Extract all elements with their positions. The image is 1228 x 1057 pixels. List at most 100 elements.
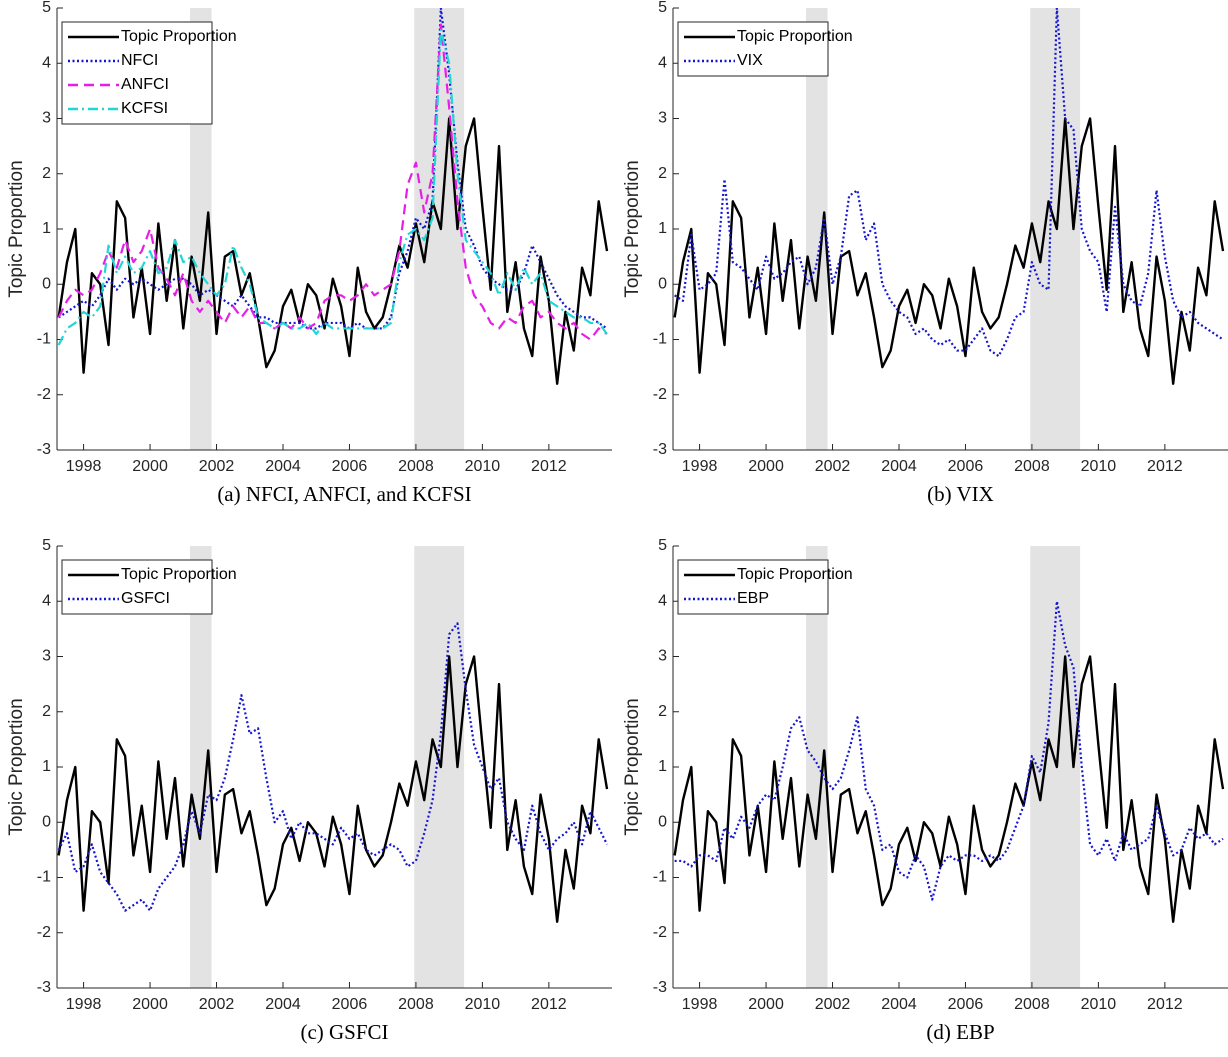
y-tick-label: 2	[658, 703, 667, 720]
x-tick-label: 2010	[1081, 996, 1117, 1013]
series-line	[674, 600, 1224, 901]
x-tick-label: 2002	[815, 458, 851, 475]
legend-label: Topic Proportion	[737, 28, 853, 45]
y-axis-label: Topic Proportion	[6, 698, 27, 835]
x-tick-label: 2004	[265, 996, 301, 1013]
x-tick-label: 2012	[531, 996, 567, 1013]
y-tick-label: 3	[658, 110, 667, 127]
x-tick-label: 2004	[265, 458, 301, 475]
legend: Topic Proportion VIX	[677, 21, 853, 77]
recession-shade	[805, 8, 828, 450]
x-tick-label: 2010	[465, 996, 501, 1013]
y-tick-label: 5	[658, 0, 667, 16]
y-tick-label: -1	[653, 331, 667, 348]
series-line	[57, 117, 609, 385]
x-tick-label: 2000	[748, 458, 784, 475]
y-tick-label: 5	[42, 0, 51, 16]
series-line	[673, 655, 1225, 923]
series-line	[57, 655, 609, 923]
y-tick-label: -2	[37, 386, 51, 403]
x-tick-label: 2008	[1014, 458, 1050, 475]
y-tick-label: 2	[42, 165, 51, 182]
y-tick-label: -3	[653, 979, 667, 996]
y-tick-label: 3	[658, 648, 667, 665]
legend-label: GSFCI	[121, 590, 170, 607]
caption: (c) GSFCI	[300, 1020, 388, 1044]
x-tick-label: 2004	[881, 996, 917, 1013]
x-tick-label: 2000	[748, 996, 784, 1013]
y-axis-label: Topic Proportion	[622, 698, 643, 835]
caption: (a) NFCI, ANFCI, and KCFSI	[217, 482, 471, 506]
caption: (d) EBP	[926, 1020, 994, 1044]
x-tick-label: 2008	[398, 458, 434, 475]
recession-shade	[805, 546, 828, 988]
y-tick-label: 5	[42, 537, 51, 554]
y-tick-label: -1	[37, 331, 51, 348]
legend-label: KCFSI	[121, 100, 168, 117]
legend: Topic Proportion NFCI ANFCI KCFSI	[61, 21, 237, 125]
legend-label: Topic Proportion	[121, 28, 237, 45]
y-tick-label: 4	[658, 54, 667, 71]
y-tick-label: -3	[653, 441, 667, 458]
y-tick-label: -2	[37, 924, 51, 941]
legend-label: Topic Proportion	[121, 566, 237, 583]
legend-label: VIX	[737, 52, 763, 69]
y-tick-label: -1	[653, 869, 667, 886]
x-tick-label: 1998	[682, 996, 718, 1013]
series-line	[673, 117, 1225, 385]
recession-shade	[189, 546, 212, 988]
y-tick-label: 4	[42, 54, 51, 71]
y-tick-label: 0	[42, 813, 51, 830]
x-tick-label: 2006	[948, 996, 984, 1013]
x-tick-label: 2012	[531, 458, 567, 475]
y-tick-label: -3	[37, 979, 51, 996]
y-tick-label: 5	[658, 537, 667, 554]
series-line	[57, 23, 608, 341]
x-tick-label: 2006	[332, 458, 368, 475]
x-tick-label: 1998	[682, 458, 718, 475]
x-tick-label: 2000	[132, 996, 168, 1013]
legend-label: Topic Proportion	[737, 566, 853, 583]
legend-label: EBP	[737, 590, 769, 607]
x-tick-label: 2012	[1147, 458, 1183, 475]
y-tick-label: 2	[42, 703, 51, 720]
y-axis-label: Topic Proportion	[622, 160, 643, 297]
x-tick-label: 2006	[948, 458, 984, 475]
x-tick-label: 2004	[881, 458, 917, 475]
panel: -3 -2 -1 0 1 2 3 4 5 1998 2000 2002 2004 2006 2008 2010…	[622, 537, 1228, 1044]
series-line	[674, 8, 1224, 358]
recession-shade	[414, 546, 465, 988]
x-tick-label: 2006	[332, 996, 368, 1013]
legend: Topic Proportion EBP	[677, 559, 853, 615]
x-tick-label: 2002	[815, 996, 851, 1013]
y-tick-label: 3	[42, 648, 51, 665]
y-tick-label: -2	[653, 386, 667, 403]
legend-box	[61, 21, 213, 125]
legend: Topic Proportion GSFCI	[61, 559, 237, 615]
y-tick-label: 2	[658, 165, 667, 182]
panel: -3 -2 -1 0 1 2 3 4 5 1998 2000 2002 2004 2006 2008 2010…	[6, 0, 612, 506]
y-tick-label: 1	[658, 220, 667, 237]
x-tick-label: 2008	[1014, 996, 1050, 1013]
y-tick-label: -2	[653, 924, 667, 941]
y-tick-label: 1	[42, 220, 51, 237]
y-tick-label: -1	[37, 869, 51, 886]
x-tick-label: 1998	[66, 458, 102, 475]
x-tick-label: 2010	[1081, 458, 1117, 475]
x-tick-label: 2012	[1147, 996, 1183, 1013]
caption: (b) VIX	[927, 482, 994, 506]
y-tick-label: 0	[42, 275, 51, 292]
y-axis-label: Topic Proportion	[6, 160, 27, 297]
legend-label: NFCI	[121, 52, 158, 69]
y-tick-label: 1	[658, 758, 667, 775]
y-tick-label: 0	[658, 813, 667, 830]
series-line	[57, 29, 608, 346]
y-tick-label: -3	[37, 441, 51, 458]
x-tick-label: 2002	[199, 458, 235, 475]
y-tick-label: 3	[42, 110, 51, 127]
panel: -3 -2 -1 0 1 2 3 4 5 1998 2000 2002 2004 2006 2008 2010…	[622, 0, 1228, 506]
y-tick-label: 4	[658, 592, 667, 609]
x-tick-label: 1998	[66, 996, 102, 1013]
y-tick-label: 1	[42, 758, 51, 775]
legend-box	[677, 21, 829, 77]
